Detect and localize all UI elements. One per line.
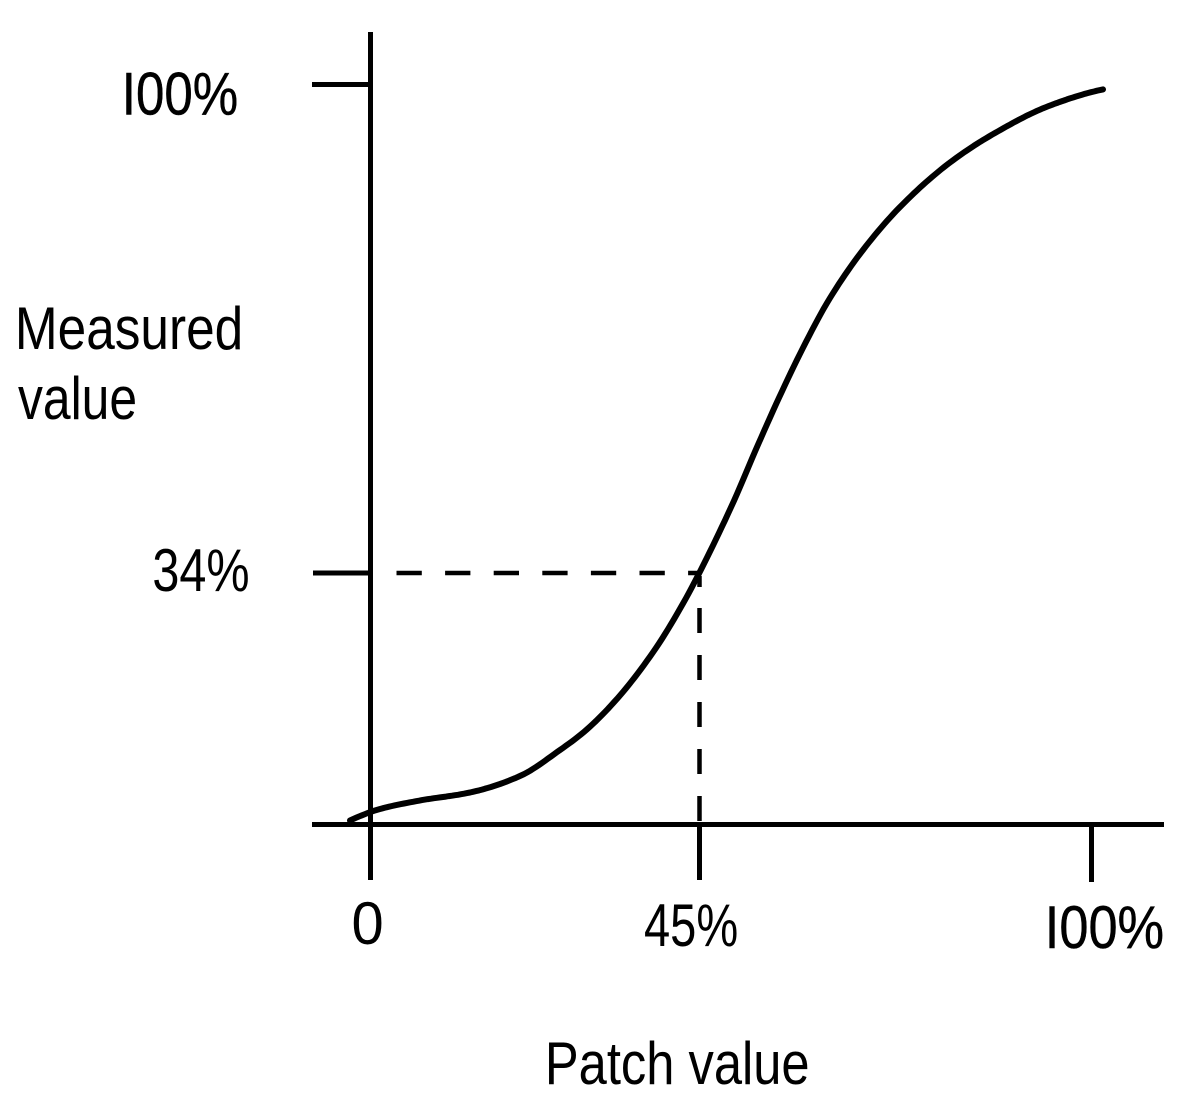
- svg-text:I00%: I00%: [1045, 894, 1164, 961]
- svg-text:Patch value: Patch value: [545, 1030, 810, 1097]
- svg-text:45%: 45%: [644, 892, 738, 959]
- svg-text:value: value: [18, 365, 137, 432]
- svg-text:I00%: I00%: [122, 61, 238, 128]
- svg-text:34%: 34%: [152, 537, 249, 604]
- svg-text:0: 0: [352, 890, 384, 957]
- svg-text:Measured: Measured: [15, 295, 243, 362]
